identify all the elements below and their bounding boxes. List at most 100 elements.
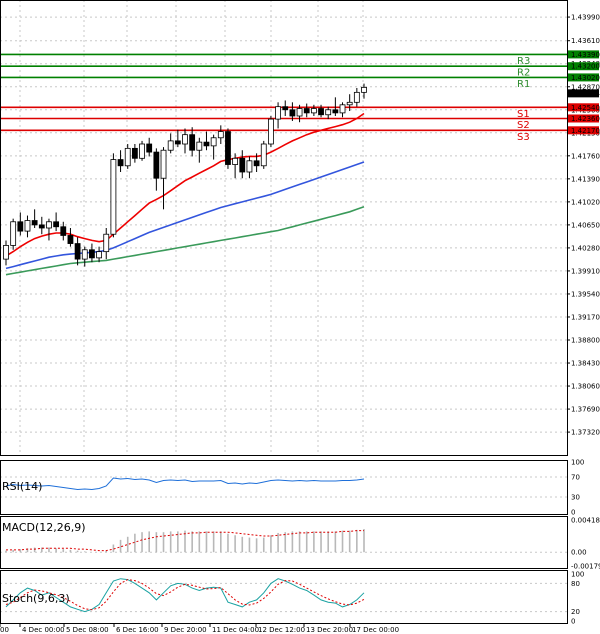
candle-body-down bbox=[146, 143, 153, 153]
level-tag-label: 1.43020 bbox=[571, 74, 600, 82]
macd-label: MACD(12,26,9) bbox=[2, 521, 86, 534]
level-tag-s2 bbox=[568, 114, 599, 123]
time-tick-label: 5 Dec 08:00 bbox=[66, 626, 109, 634]
candle bbox=[296, 104, 303, 123]
candle-body-up bbox=[353, 91, 360, 103]
candle bbox=[239, 150, 246, 179]
candle-body-up bbox=[346, 101, 353, 106]
candle-body-down bbox=[17, 221, 24, 232]
candle-body-down bbox=[282, 106, 289, 111]
price-tick-label: 1.41760 bbox=[571, 152, 600, 160]
candle bbox=[31, 209, 38, 228]
candle bbox=[174, 129, 181, 148]
candle bbox=[60, 221, 67, 241]
candle-body-down bbox=[225, 131, 231, 165]
candle-body-up bbox=[182, 134, 188, 145]
candle bbox=[89, 243, 95, 263]
candle bbox=[110, 153, 117, 238]
candle bbox=[210, 134, 217, 160]
macd-tick-label: 0.004181 bbox=[571, 517, 600, 525]
price-tick-label: 1.41390 bbox=[571, 175, 600, 183]
level-name-r2: R2 bbox=[517, 68, 530, 79]
candle-body-down bbox=[253, 160, 260, 167]
price-tick-label: 1.38430 bbox=[571, 360, 600, 368]
candle-body-up bbox=[310, 108, 317, 114]
candle-body-up bbox=[124, 147, 131, 167]
candle bbox=[96, 246, 102, 263]
price-tick-label: 1.40280 bbox=[571, 244, 600, 252]
time-tick-label: 00 bbox=[0, 626, 9, 634]
candle bbox=[146, 137, 153, 157]
macd-signal-line bbox=[6, 530, 364, 552]
macd-tick-label: 0.00 bbox=[571, 549, 587, 557]
candle bbox=[289, 102, 296, 121]
candle bbox=[53, 212, 60, 232]
stoch-d-line bbox=[5, 579, 365, 611]
candle-body-up bbox=[260, 143, 267, 167]
rsi-pane-frame bbox=[0, 460, 568, 515]
candle-body-up bbox=[139, 143, 145, 159]
level-name-s3: S3 bbox=[517, 132, 530, 143]
candle-body-up bbox=[232, 157, 239, 165]
candle bbox=[67, 228, 74, 247]
candle bbox=[246, 156, 253, 179]
candle-body-down bbox=[89, 249, 95, 259]
candle bbox=[282, 100, 289, 116]
price-tick-label: 1.39540 bbox=[571, 290, 600, 298]
time-tick-label: 4 Dec 00:00 bbox=[22, 626, 65, 634]
candle-body-up bbox=[110, 159, 117, 235]
rsi-pane: 100 70 30 0 bbox=[0, 459, 584, 517]
candle bbox=[160, 147, 167, 210]
price-tick-label: 1.39170 bbox=[571, 313, 600, 321]
candle bbox=[203, 131, 210, 151]
candle-body-up bbox=[96, 251, 102, 259]
candle-body-up bbox=[296, 108, 303, 117]
price-tick-label: 1.38800 bbox=[571, 337, 600, 345]
candle-body-up bbox=[217, 131, 224, 139]
candle-body-up bbox=[24, 220, 31, 232]
price-tick-label: 1.38060 bbox=[571, 383, 600, 391]
candle-body-up bbox=[361, 86, 367, 93]
macd-pane-frame bbox=[0, 516, 568, 569]
candle bbox=[10, 218, 17, 250]
candle bbox=[217, 125, 224, 144]
candle bbox=[196, 137, 203, 163]
macd-tick-label: -0.001794 bbox=[571, 563, 600, 571]
time-tick-label: 6 Dec 16:00 bbox=[116, 626, 159, 634]
candle-body-up bbox=[275, 106, 281, 120]
stoch-pane-frame bbox=[0, 570, 568, 624]
candle bbox=[189, 127, 196, 157]
candle-body-down bbox=[174, 140, 181, 145]
time-tick-label: 12 Dec 12:00 bbox=[258, 626, 305, 634]
candle bbox=[81, 246, 88, 267]
candle-body-up bbox=[3, 245, 9, 260]
candle-body-down bbox=[131, 147, 138, 159]
time-tick-label: 13 Dec 20:00 bbox=[306, 626, 353, 634]
candle-body-up bbox=[10, 221, 17, 246]
price-tick-label: 1.41020 bbox=[571, 198, 600, 206]
price-tick-label: 1.42870 bbox=[571, 83, 600, 91]
candle bbox=[332, 97, 339, 116]
rsi-label: RSI(14) bbox=[2, 480, 42, 493]
current-price-label: 1.42764 bbox=[571, 90, 600, 98]
price-grid bbox=[0, 0, 567, 452]
candle bbox=[353, 88, 360, 107]
stoch-tick-label: 20 bbox=[571, 608, 580, 616]
pivot-level-tags: 1.43390 1.43200 1.43020 1.42540 1.42360 1.421… bbox=[568, 50, 600, 135]
level-tag-label: 1.42540 bbox=[571, 104, 600, 112]
level-tag-r3 bbox=[568, 50, 599, 59]
candle bbox=[310, 104, 317, 116]
time-tick-label: 17 Dec 00:00 bbox=[352, 626, 399, 634]
price-tick-label: 1.43990 bbox=[571, 14, 600, 22]
level-tag-s3 bbox=[568, 126, 599, 135]
price-tick-label: 1.40650 bbox=[571, 221, 600, 229]
stoch-label: Stoch(9,6,3) bbox=[2, 592, 70, 605]
candle bbox=[253, 153, 260, 172]
candle-body-down bbox=[117, 159, 124, 167]
price-tick-label: 1.43610 bbox=[571, 37, 600, 45]
candle-body-down bbox=[318, 108, 324, 116]
candles bbox=[3, 83, 367, 267]
candle-body-down bbox=[289, 109, 296, 117]
